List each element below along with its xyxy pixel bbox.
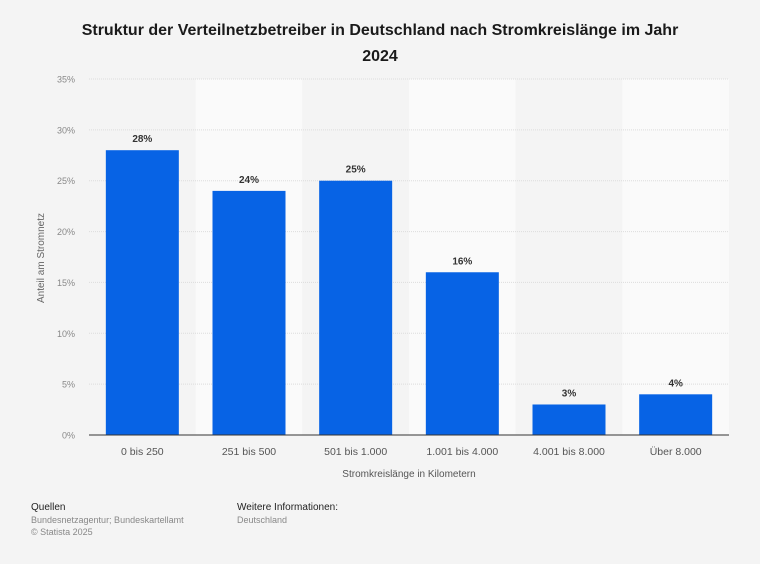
bar [212,190,286,435]
y-tick-label: 0% [62,431,75,441]
category-band [622,79,729,435]
copyright: © Statista 2025 [31,527,93,537]
y-tick-label: 20% [57,227,75,237]
x-tick-label: 251 bis 500 [222,446,276,458]
bar [639,394,713,435]
data-label: 3% [562,388,577,399]
chart-title-line1: Struktur der Verteilnetzbetreiber in Deu… [81,22,679,39]
x-tick-label: 4.001 bis 8.000 [533,446,605,458]
x-axis-label: Stromkreislänge in Kilometern [342,469,475,480]
gridlines [89,78,729,385]
y-tick-label: 5% [62,380,75,390]
info-text: Deutschland [237,515,288,525]
sources-heading: Quellen [31,502,66,513]
data-label: 4% [668,378,683,389]
y-tick-label: 25% [57,176,75,186]
x-axis-ticks: 0 bis 250 251 bis 500 501 bis 1.000 1.001 b… [121,446,702,458]
y-axis-label: Anteil am Stromnetz [36,213,47,303]
info-block: Weitere Informationen: Deutschland [237,502,338,526]
bar [105,150,179,435]
y-tick-label: 35% [57,75,75,85]
bar [425,272,499,435]
y-tick-label: 30% [57,125,75,135]
chart-title: Struktur der Verteilnetzbetreiber in Deu… [0,18,760,70]
sources-block: Quellen Bundesnetzagentur; Bundeskartell… [31,502,184,538]
data-label: 24% [239,175,259,186]
y-tick-label: 10% [57,329,75,339]
data-label: 28% [132,134,152,145]
x-tick-label: Über 8.000 [650,446,702,458]
category-bands [89,79,729,435]
x-tick-label: 1.001 bis 4.000 [426,446,498,458]
data-labels: 28% 24% 25% 16% 3% 4% [132,134,683,399]
data-label: 16% [452,256,472,267]
sources-text: Bundesnetzagentur; Bundeskartellamt [31,515,184,525]
data-label: 25% [346,165,366,176]
chart-title-line2: 2024 [362,48,398,65]
bar [532,404,606,435]
bars [105,150,713,435]
category-band [515,79,623,435]
y-tick-label: 15% [57,278,75,288]
x-tick-label: 0 bis 250 [121,446,164,458]
x-tick-label: 501 bis 1.000 [324,446,387,458]
y-axis-ticks: 0% 5% 10% 15% 20% 25% 30% 35% [57,75,75,441]
info-heading: Weitere Informationen: [237,502,338,513]
bar [319,180,393,435]
